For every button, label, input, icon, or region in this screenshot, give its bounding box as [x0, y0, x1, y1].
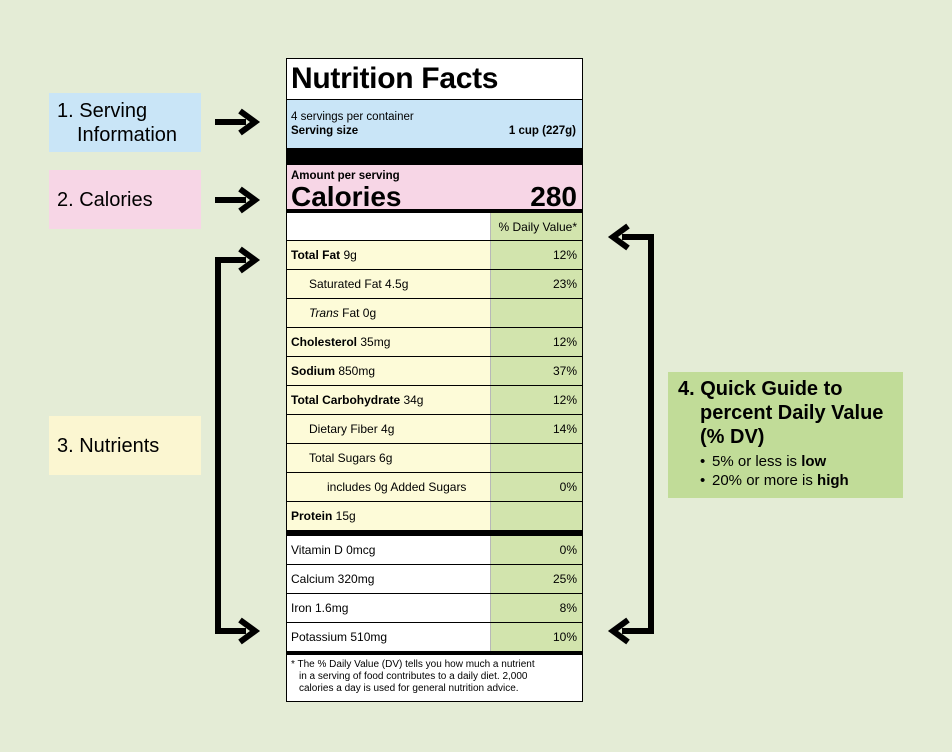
nutrition-facts-label: Nutrition Facts 4 servings per container… [286, 58, 583, 702]
guide-bullet-low: 5% or less is low [700, 452, 895, 471]
nutrient-name-bold: Protein [291, 509, 333, 523]
vitamin-row: Iron 1.6mg 8% [287, 594, 582, 623]
guide-bullet-high: 20% or more is high [700, 471, 895, 490]
nutrient-amount: 9g [340, 248, 357, 262]
serving-size-label: Serving size [291, 125, 359, 137]
calories-section: Amount per serving Calories 280 [287, 165, 582, 213]
nutrients-callout-text: 3. Nutrients [57, 434, 160, 457]
nutrient-name: Total Carbohydrate 34g [287, 386, 491, 414]
nutrient-row: includes 0g Added Sugars 0% [287, 473, 582, 502]
nutrient-amount: includes 0g Added Sugars [327, 480, 467, 494]
serving-section: 4 servings per container Serving size 1 … [287, 100, 582, 148]
nutrient-amount: 34g [400, 393, 424, 407]
nutrient-amount: Total Sugars 6g [309, 451, 393, 465]
nutrients-callout: 3. Nutrients [49, 416, 201, 475]
nutrient-row: Total Carbohydrate 34g 12% [287, 386, 582, 415]
footnote-line3: calories a day is used for general nutri… [299, 683, 519, 694]
nutrient-daily-value: 23% [491, 270, 582, 298]
nutrient-amount: Saturated Fat 4.5g [309, 277, 409, 291]
vitamin-row: Vitamin D 0mcg 0% [287, 536, 582, 565]
vitamin-list: Vitamin D 0mcg 0% Calcium 320mg 25% Iron 1.6… [287, 536, 582, 655]
nutrient-name: Dietary Fiber 4g [287, 415, 491, 443]
nutrient-daily-value [491, 299, 582, 327]
nutrient-row: Dietary Fiber 4g 14% [287, 415, 582, 444]
guide-title: 4. Quick Guide to percent Daily Value (%… [678, 377, 895, 449]
nutrient-name: includes 0g Added Sugars [287, 473, 491, 501]
nutrient-name: Total Fat 9g [287, 241, 491, 269]
servings-per-container: 4 servings per container [291, 111, 414, 123]
vitamin-name: Potassium 510mg [287, 623, 491, 651]
calories-callout: 2. Calories [49, 170, 201, 229]
nutrient-row: Saturated Fat 4.5g 23% [287, 270, 582, 299]
nutrient-list: Total Fat 9g 12% Saturated Fat 4.5g 23% Tran… [287, 241, 582, 536]
header-blank-cell [287, 213, 491, 240]
nutrient-name-bold: Sodium [291, 364, 335, 378]
nutrient-name-bold: Total Fat [291, 248, 341, 262]
vitamin-daily-value: 8% [491, 594, 582, 622]
daily-value-guide-callout: 4. Quick Guide to percent Daily Value (%… [668, 372, 903, 498]
footnote-line1: * The % Daily Value (DV) tells you how m… [291, 659, 535, 670]
nutrient-row: Trans Fat 0g [287, 299, 582, 328]
serving-information-callout: 1. Serving Information [49, 93, 201, 152]
nutrient-daily-value: 0% [491, 473, 582, 501]
nutrients-bracket-arrow-icon [215, 246, 261, 645]
nutrient-name: Saturated Fat 4.5g [287, 270, 491, 298]
vitamin-name: Calcium 320mg [287, 565, 491, 593]
nutrient-row: Protein 15g [287, 502, 582, 536]
nutrient-row: Sodium 850mg 37% [287, 357, 582, 386]
nutrient-row: Cholesterol 35mg 12% [287, 328, 582, 357]
nutrient-daily-value: 12% [491, 386, 582, 414]
calories-row: Calories 280 [291, 183, 577, 211]
nutrient-daily-value: 14% [491, 415, 582, 443]
vitamin-daily-value: 10% [491, 623, 582, 651]
nutrient-daily-value: 12% [491, 328, 582, 356]
divider-bar [287, 148, 582, 165]
nutrient-name: Sodium 850mg [287, 357, 491, 385]
serving-size-value: 1 cup (227g) [508, 125, 576, 137]
nutrient-amount: Dietary Fiber 4g [309, 422, 395, 436]
daily-value-bracket-arrow-icon [607, 223, 654, 645]
nutrient-row: Total Sugars 6g [287, 444, 582, 473]
calories-callout-text: 2. Calories [57, 188, 153, 211]
calories-arrow-icon [215, 186, 261, 214]
nutrient-daily-value: 12% [491, 241, 582, 269]
nutrient-name-bold: Total Carbohydrate [291, 393, 401, 407]
daily-value-header: % Daily Value* [491, 213, 582, 240]
nutrient-name-bold: Cholesterol [291, 335, 358, 349]
nutrient-daily-value: 37% [491, 357, 582, 385]
guide-list: 5% or less is low 20% or more is high [678, 452, 895, 490]
nutrient-amount: 850mg [335, 364, 376, 378]
guide-title-line3: (% DV) [700, 426, 765, 448]
nutrient-name: Protein 15g [287, 502, 491, 530]
calories-label: Calories [291, 181, 402, 212]
nutrient-amount: 35mg [357, 335, 391, 349]
label-title: Nutrition Facts [287, 59, 582, 100]
footnote-line2: in a serving of food contributes to a da… [299, 671, 528, 682]
nutrient-name: Total Sugars 6g [287, 444, 491, 472]
serving-callout-line2: Information [77, 123, 178, 146]
nutrient-name-italic: Trans [309, 306, 339, 320]
nutrient-row: Total Fat 9g 12% [287, 241, 582, 270]
nutrient-name: Cholesterol 35mg [287, 328, 491, 356]
serving-callout-line1: 1. Serving [57, 99, 148, 122]
vitamin-daily-value: 0% [491, 536, 582, 564]
serving-arrow-icon [215, 108, 261, 136]
daily-value-header-row: % Daily Value* [287, 213, 582, 241]
vitamin-row: Calcium 320mg 25% [287, 565, 582, 594]
nutrient-daily-value [491, 502, 582, 530]
vitamin-row: Potassium 510mg 10% [287, 623, 582, 655]
serving-size-row: Serving size 1 cup (227g) [291, 124, 576, 138]
amount-per-serving: Amount per serving [291, 170, 400, 182]
vitamin-name: Iron 1.6mg [287, 594, 491, 622]
vitamin-daily-value: 25% [491, 565, 582, 593]
nutrient-daily-value [491, 444, 582, 472]
guide-title-line2: percent Daily Value [700, 402, 884, 424]
vitamin-name: Vitamin D 0mcg [287, 536, 491, 564]
calories-value: 280 [530, 181, 577, 212]
nutrient-amount: Fat 0g [338, 306, 377, 320]
nutrient-name: Trans Fat 0g [287, 299, 491, 327]
daily-value-footnote: * The % Daily Value (DV) tells you how m… [287, 655, 582, 701]
guide-title-line1: 4. Quick Guide to [678, 378, 843, 400]
nutrient-amount: 15g [332, 509, 356, 523]
